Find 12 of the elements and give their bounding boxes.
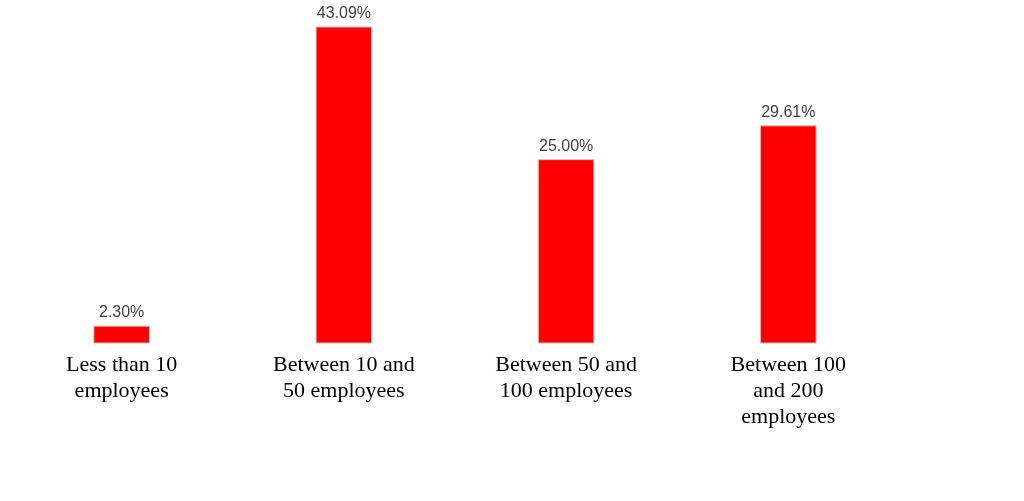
data-label: 2.30% — [98, 303, 145, 321]
x-tick-label: Between 10 and 50 employees — [273, 350, 415, 402]
bar — [93, 325, 150, 344]
bar — [760, 125, 817, 344]
data-label: 29.61% — [761, 102, 816, 120]
x-tick-label: Less than 10 employees — [66, 350, 178, 402]
data-label: 43.09% — [316, 4, 372, 22]
bar — [537, 159, 595, 344]
x-tick-label: Between 50 and 100 employees — [495, 350, 637, 402]
data-label: 25.00% — [538, 136, 594, 154]
x-tick-label: Between 100 and 200 employees — [730, 350, 847, 428]
bar — [315, 26, 373, 344]
